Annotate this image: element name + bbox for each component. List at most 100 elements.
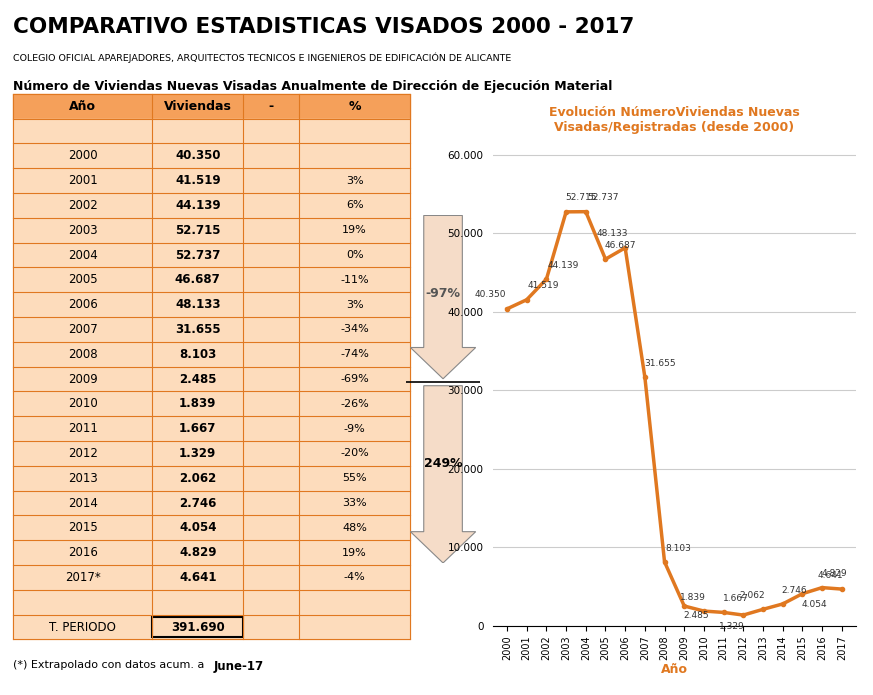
Text: 52.715: 52.715 (565, 193, 596, 202)
Text: 2015: 2015 (68, 521, 98, 534)
Text: 6%: 6% (346, 200, 363, 211)
Text: Viviendas: Viviendas (164, 99, 231, 113)
Text: 4.054: 4.054 (179, 521, 217, 534)
Text: 52.715: 52.715 (175, 224, 221, 237)
Text: Año: Año (69, 99, 96, 113)
Text: 19%: 19% (342, 548, 367, 557)
Bar (13, 590, 410, 614)
Text: 2012: 2012 (68, 447, 98, 460)
Text: 3%: 3% (346, 300, 363, 309)
Text: 2.485: 2.485 (179, 373, 217, 386)
Text: -26%: -26% (340, 399, 369, 409)
Bar (13, 218, 410, 243)
Bar (13, 491, 410, 516)
Bar (13, 119, 410, 143)
Text: 2.746: 2.746 (179, 496, 217, 509)
Text: 249%: 249% (423, 457, 463, 471)
Text: Número de Viviendas Nuevas Visadas Anualmente de Dirección de Ejecución Material: Número de Viviendas Nuevas Visadas Anual… (13, 80, 613, 93)
Text: 4.829: 4.829 (179, 546, 217, 559)
Text: 1.839: 1.839 (179, 398, 217, 410)
Text: 2009: 2009 (68, 373, 98, 386)
Text: 4.641: 4.641 (179, 571, 217, 584)
Bar (13, 243, 410, 268)
Text: 19%: 19% (342, 225, 367, 235)
Text: 41.519: 41.519 (527, 281, 560, 291)
Text: 2000: 2000 (68, 149, 98, 163)
Text: 40.350: 40.350 (175, 149, 221, 163)
Text: 48.133: 48.133 (596, 229, 628, 238)
Text: 2.746: 2.746 (781, 585, 808, 594)
Text: 52.737: 52.737 (588, 193, 619, 202)
Text: 44.139: 44.139 (547, 261, 579, 270)
Text: 2.062: 2.062 (739, 591, 765, 600)
Text: T. PERIODO: T. PERIODO (49, 621, 116, 634)
Text: 2014: 2014 (68, 496, 98, 509)
Bar (13, 367, 410, 391)
Text: 2004: 2004 (68, 249, 98, 261)
Text: -97%: -97% (425, 287, 461, 300)
Text: 33%: 33% (342, 498, 367, 508)
Bar (13, 342, 410, 367)
Text: -9%: -9% (344, 424, 366, 434)
X-axis label: Año: Año (661, 663, 688, 676)
Text: (*) Extrapolado con datos acum. a: (*) Extrapolado con datos acum. a (13, 660, 208, 670)
Text: 52.737: 52.737 (175, 249, 221, 261)
Text: 48.133: 48.133 (175, 298, 221, 311)
Bar (13, 565, 410, 590)
Text: -20%: -20% (340, 448, 369, 459)
Text: -11%: -11% (340, 275, 369, 285)
Text: -74%: -74% (340, 349, 369, 359)
Bar (13, 268, 410, 292)
Text: 1.667: 1.667 (723, 594, 748, 603)
Text: COLEGIO OFICIAL APAREJADORES, ARQUITECTOS TECNICOS E INGENIEROS DE EDIFICACIÓN D: COLEGIO OFICIAL APAREJADORES, ARQUITECTO… (13, 52, 512, 63)
Text: 8.103: 8.103 (665, 543, 691, 553)
Text: 46.687: 46.687 (175, 273, 221, 286)
Text: 2008: 2008 (68, 348, 98, 361)
Bar (13, 391, 410, 416)
Text: 4.641: 4.641 (817, 571, 842, 580)
Text: 2013: 2013 (68, 472, 98, 484)
Title: Evolución NúmeroViviendas Nuevas
Visadas/Registradas (desde 2000): Evolución NúmeroViviendas Nuevas Visadas… (549, 106, 800, 133)
Text: 3%: 3% (346, 176, 363, 186)
Text: -34%: -34% (340, 325, 369, 334)
Bar (13, 193, 410, 218)
Text: -4%: -4% (344, 573, 366, 582)
Text: 55%: 55% (342, 473, 367, 483)
Text: 2005: 2005 (68, 273, 98, 286)
Text: 2002: 2002 (68, 199, 98, 212)
Text: 4.054: 4.054 (801, 600, 827, 610)
Text: -69%: -69% (340, 374, 369, 384)
Text: 0%: 0% (346, 250, 363, 260)
Text: 8.103: 8.103 (179, 348, 217, 361)
Text: 40.350: 40.350 (475, 291, 506, 300)
Text: 2011: 2011 (68, 422, 98, 435)
Text: 46.687: 46.687 (604, 240, 636, 250)
Bar (13, 614, 410, 639)
Text: 1.329: 1.329 (179, 447, 217, 460)
Text: 1.839: 1.839 (680, 593, 706, 602)
Bar (13, 540, 410, 565)
Text: 2003: 2003 (68, 224, 98, 237)
Polygon shape (410, 215, 476, 379)
Text: 2.485: 2.485 (684, 611, 709, 620)
Text: 4.829: 4.829 (821, 569, 847, 578)
Bar (13, 466, 410, 491)
Bar (13, 292, 410, 317)
Polygon shape (410, 386, 476, 563)
Bar (152, 616, 244, 637)
Text: 1.329: 1.329 (718, 622, 745, 631)
Text: 2006: 2006 (68, 298, 98, 311)
Text: 2007: 2007 (68, 323, 98, 336)
Bar (13, 94, 410, 119)
Text: 391.690: 391.690 (171, 621, 224, 634)
Text: -: - (269, 99, 274, 113)
Text: 2016: 2016 (68, 546, 98, 559)
Text: 41.519: 41.519 (175, 174, 221, 187)
Text: COMPARATIVO ESTADISTICAS VISADOS 2000 - 2017: COMPARATIVO ESTADISTICAS VISADOS 2000 - … (13, 17, 635, 38)
Text: 31.655: 31.655 (175, 323, 221, 336)
Text: %: % (348, 99, 361, 113)
Text: 2010: 2010 (68, 398, 98, 410)
Text: 1.667: 1.667 (179, 422, 217, 435)
Text: 2017*: 2017* (65, 571, 100, 584)
Bar (13, 143, 410, 168)
